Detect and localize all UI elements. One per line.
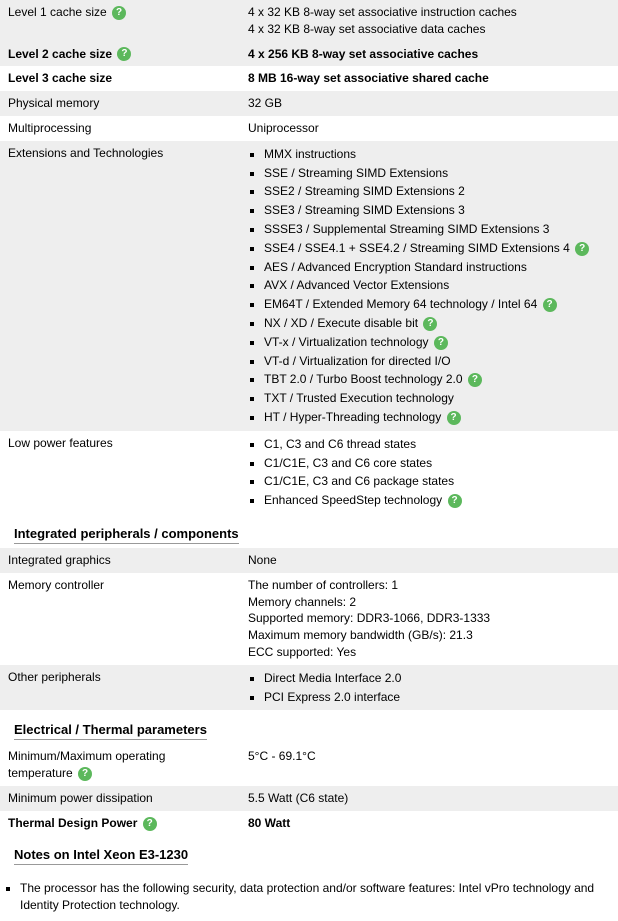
spec-label: Physical memory — [0, 91, 240, 116]
list-item: PCI Express 2.0 interface — [264, 688, 610, 707]
section-notes: Notes on Intel Xeon E3-1230 — [14, 847, 188, 865]
help-icon[interactable]: ? — [448, 494, 462, 508]
list-item: SSE4 / SSE4.1 + SSE4.2 / Streaming SIMD … — [264, 239, 610, 258]
spec-row: Physical memory32 GB — [0, 91, 618, 116]
spec-label: Minimum power dissipation — [0, 786, 240, 811]
list-item: AES / Advanced Encryption Standard instr… — [264, 258, 610, 277]
list-item: AVX / Advanced Vector Extensions — [264, 276, 610, 295]
spec-value: Uniprocessor — [240, 116, 618, 141]
list-item: TXT / Trusted Execution technology — [264, 389, 610, 408]
list-item: C1, C3 and C6 thread states — [264, 435, 610, 454]
extensions-label: Extensions and Technologies — [0, 141, 240, 431]
section-peripherals: Integrated peripherals / components — [14, 526, 239, 544]
spec-label: Integrated graphics — [0, 548, 240, 573]
spec-value: 5°C - 69.1°C — [240, 744, 618, 786]
help-icon[interactable]: ? — [143, 817, 157, 831]
spec-value: 8 MB 16-way set associative shared cache — [240, 66, 618, 91]
extensions-list: MMX instructionsSSE / Streaming SIMD Ext… — [248, 145, 610, 427]
spec-row: Minimum/Maximum operating temperature ?5… — [0, 744, 618, 786]
spec-row: Level 3 cache size8 MB 16-way set associ… — [0, 66, 618, 91]
spec-row: Level 2 cache size ?4 x 256 KB 8-way set… — [0, 42, 618, 67]
help-icon[interactable]: ? — [575, 242, 589, 256]
help-icon[interactable]: ? — [117, 47, 131, 61]
help-icon[interactable]: ? — [543, 298, 557, 312]
spec-value: The number of controllers: 1Memory chann… — [240, 573, 618, 665]
help-icon[interactable]: ? — [112, 6, 126, 20]
spec-value: 4 x 256 KB 8-way set associative caches — [240, 42, 618, 67]
list-item: EM64T / Extended Memory 64 technology / … — [264, 295, 610, 314]
help-icon[interactable]: ? — [434, 336, 448, 350]
spec-label: Level 1 cache size ? — [0, 0, 240, 42]
list-item: VT-d / Virtualization for directed I/O — [264, 352, 610, 371]
help-icon[interactable]: ? — [78, 767, 92, 781]
spec-row: Level 1 cache size ?4 x 32 KB 8-way set … — [0, 0, 618, 42]
spec-table-periph: Integrated graphicsNoneMemory controller… — [0, 548, 618, 710]
spec-label: Level 3 cache size — [0, 66, 240, 91]
list-item: C1/C1E, C3 and C6 core states — [264, 454, 610, 473]
spec-label: Level 2 cache size ? — [0, 42, 240, 67]
lowpower-label: Low power features — [0, 431, 240, 514]
spec-label: Multiprocessing — [0, 116, 240, 141]
spec-value: 80 Watt — [240, 811, 618, 836]
section-thermal: Electrical / Thermal parameters — [14, 722, 207, 740]
spec-label: Memory controller — [0, 573, 240, 665]
spec-row: Minimum power dissipation5.5 Watt (C6 st… — [0, 786, 618, 811]
spec-row: Thermal Design Power ?80 Watt — [0, 811, 618, 836]
list-item: VT-x / Virtualization technology ? — [264, 333, 610, 352]
list-item: SSE / Streaming SIMD Extensions — [264, 164, 610, 183]
list-item: NX / XD / Execute disable bit ? — [264, 314, 610, 333]
lowpower-list: C1, C3 and C6 thread statesC1/C1E, C3 an… — [248, 435, 610, 510]
spec-row: MultiprocessingUniprocessor — [0, 116, 618, 141]
help-icon[interactable]: ? — [423, 317, 437, 331]
spec-row: Integrated graphicsNone — [0, 548, 618, 573]
spec-row: Memory controllerThe number of controlle… — [0, 573, 618, 665]
note-item: The processor has the following security… — [20, 879, 618, 915]
list-item: SSSE3 / Supplemental Streaming SIMD Exte… — [264, 220, 610, 239]
spec-value: None — [240, 548, 618, 573]
spec-table-top: Level 1 cache size ?4 x 32 KB 8-way set … — [0, 0, 618, 514]
help-icon[interactable]: ? — [447, 411, 461, 425]
list-item: SSE2 / Streaming SIMD Extensions 2 — [264, 182, 610, 201]
help-icon[interactable]: ? — [468, 373, 482, 387]
notes-list: The processor has the following security… — [0, 879, 618, 915]
spec-value: 5.5 Watt (C6 state) — [240, 786, 618, 811]
other-periph-label: Other peripherals — [0, 665, 240, 711]
other-periph-list: Direct Media Interface 2.0PCI Express 2.… — [248, 669, 610, 707]
list-item: SSE3 / Streaming SIMD Extensions 3 — [264, 201, 610, 220]
spec-label: Minimum/Maximum operating temperature ? — [0, 744, 240, 786]
spec-value: 4 x 32 KB 8-way set associative instruct… — [240, 0, 618, 42]
spec-value: 32 GB — [240, 91, 618, 116]
list-item: Enhanced SpeedStep technology ? — [264, 491, 610, 510]
list-item: C1/C1E, C3 and C6 package states — [264, 472, 610, 491]
spec-label: Thermal Design Power ? — [0, 811, 240, 836]
list-item: TBT 2.0 / Turbo Boost technology 2.0 ? — [264, 370, 610, 389]
list-item: Direct Media Interface 2.0 — [264, 669, 610, 688]
list-item: MMX instructions — [264, 145, 610, 164]
list-item: HT / Hyper-Threading technology ? — [264, 408, 610, 427]
spec-table-thermal: Minimum/Maximum operating temperature ?5… — [0, 744, 618, 835]
